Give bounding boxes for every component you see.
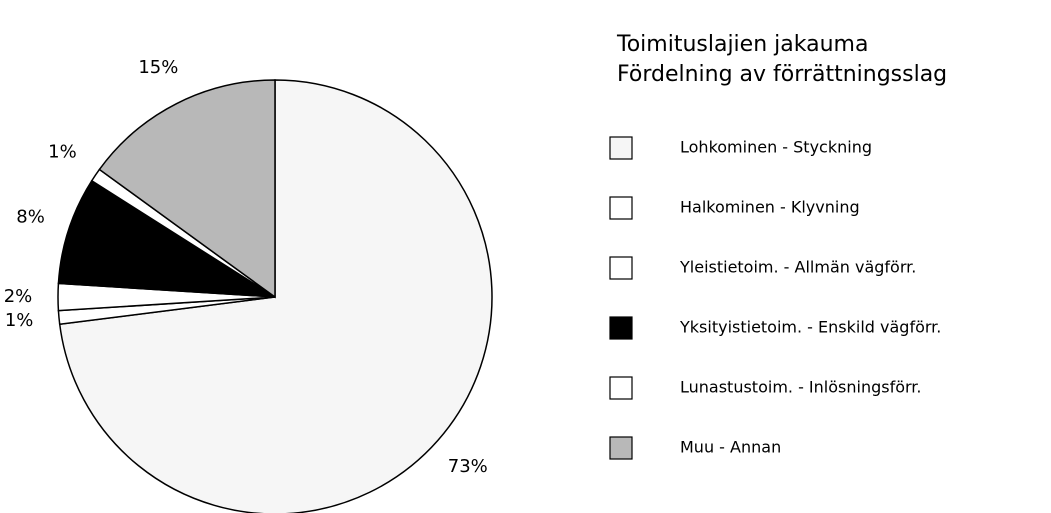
legend-label: Muu - Annan xyxy=(680,438,781,457)
chart-title: Fördelning av förrättningsslag xyxy=(617,62,947,87)
legend-swatch xyxy=(609,196,633,220)
data-label: 73% xyxy=(448,456,488,477)
legend-label: Yksityistietoim. - Enskild vägförr. xyxy=(679,318,941,337)
pie-slice xyxy=(58,79,493,513)
chart-title: Toimituslajien jakauma xyxy=(616,32,868,57)
data-label: 1% xyxy=(48,142,77,163)
legend-label: Halkominen - Klyvning xyxy=(680,198,860,217)
legend-label: Lunastustoim. - Inlösningsförr. xyxy=(680,378,922,397)
data-label: 2% xyxy=(4,286,33,307)
pie-slice xyxy=(57,179,276,298)
data-label: 8% xyxy=(16,207,45,228)
legend-label: Lohkominen - Styckning xyxy=(680,138,872,157)
legend-swatch xyxy=(609,136,633,160)
data-label: 15% xyxy=(138,57,178,78)
pie-slice xyxy=(98,79,276,299)
legend-swatch xyxy=(609,436,633,460)
legend-label: Yleistietoim. - Allmän vägförr. xyxy=(679,258,916,277)
legend-swatch xyxy=(609,376,633,400)
data-label: 1% xyxy=(5,310,34,331)
legend-swatch xyxy=(609,316,633,340)
legend-swatch xyxy=(609,256,633,280)
